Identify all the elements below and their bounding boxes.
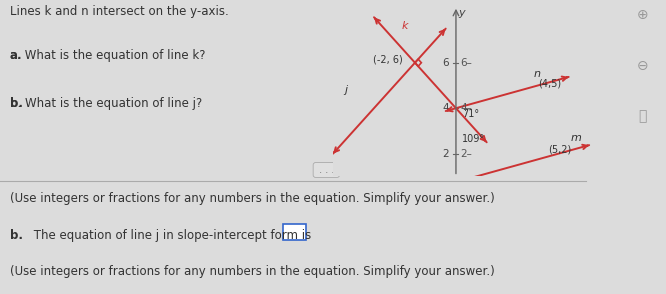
Text: The equation of line j in slope-intercept form is: The equation of line j in slope-intercep… — [30, 230, 311, 243]
Text: 4: 4 — [442, 103, 449, 113]
Text: (4,5): (4,5) — [538, 78, 561, 88]
Text: ⤢: ⤢ — [639, 110, 647, 124]
Text: 2–: 2– — [460, 149, 472, 159]
Text: b. What is the equation of line j?: b. What is the equation of line j? — [10, 97, 202, 110]
Text: (Use integers or fractions for any numbers in the equation. Simplify your answer: (Use integers or fractions for any numbe… — [10, 265, 495, 278]
FancyBboxPatch shape — [283, 224, 306, 240]
Text: (-2, 6): (-2, 6) — [373, 54, 403, 64]
Text: ⊕: ⊕ — [637, 8, 649, 21]
Text: 6–: 6– — [460, 58, 472, 68]
Text: (5,2): (5,2) — [548, 144, 571, 154]
Text: n: n — [534, 69, 541, 79]
Text: 4–: 4– — [460, 103, 472, 113]
Text: Lines k and n intersect on the y-axis.: Lines k and n intersect on the y-axis. — [10, 6, 228, 19]
Text: b.: b. — [10, 97, 23, 110]
Text: (Use integers or fractions for any numbers in the equation. Simplify your answer: (Use integers or fractions for any numbe… — [10, 192, 495, 205]
Text: a.: a. — [10, 49, 23, 62]
Text: b.: b. — [10, 230, 23, 243]
Text: a. What is the equation of line k?: a. What is the equation of line k? — [10, 49, 206, 62]
Text: k: k — [402, 21, 408, 31]
Text: y: y — [458, 8, 465, 18]
Text: 109°: 109° — [462, 134, 486, 144]
Text: m: m — [571, 133, 581, 143]
Text: 6: 6 — [442, 58, 449, 68]
Text: 2: 2 — [442, 149, 449, 159]
Text: 71°: 71° — [462, 109, 480, 119]
Text: . . .: . . . — [316, 165, 337, 175]
Text: ⊖: ⊖ — [637, 59, 649, 73]
Text: j: j — [344, 85, 348, 95]
